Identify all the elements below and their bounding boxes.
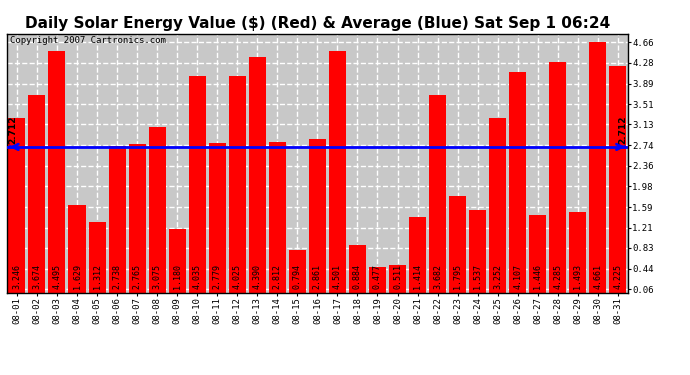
Bar	[289, 250, 306, 292]
Text: 2.861: 2.861	[313, 264, 322, 289]
Text: 4.225: 4.225	[613, 264, 622, 289]
Text: 2.779: 2.779	[213, 264, 221, 289]
Text: 2.738: 2.738	[112, 264, 121, 289]
Text: 1.537: 1.537	[473, 264, 482, 289]
Bar	[68, 205, 86, 292]
Text: 0.511: 0.511	[393, 264, 402, 289]
Text: 1.312: 1.312	[92, 264, 101, 289]
Text: 4.501: 4.501	[333, 264, 342, 289]
Text: 0.794: 0.794	[293, 264, 302, 289]
Text: 4.025: 4.025	[233, 264, 241, 289]
Text: 1.414: 1.414	[413, 264, 422, 289]
Bar	[409, 217, 426, 292]
Bar	[148, 128, 166, 292]
Text: 1.629: 1.629	[72, 264, 81, 289]
Bar	[269, 141, 286, 292]
Bar	[569, 212, 586, 292]
Text: 3.682: 3.682	[433, 264, 442, 289]
Text: 2.765: 2.765	[132, 264, 141, 289]
Text: 4.495: 4.495	[52, 264, 61, 289]
Text: 2.712: 2.712	[618, 115, 627, 144]
Bar	[429, 95, 446, 292]
Bar	[208, 143, 226, 292]
Bar	[48, 51, 66, 292]
Bar	[549, 63, 566, 292]
Bar	[229, 76, 246, 292]
Text: 4.285: 4.285	[553, 264, 562, 289]
Bar	[309, 139, 326, 292]
Text: 4.107: 4.107	[513, 264, 522, 289]
Text: 2.812: 2.812	[273, 264, 282, 289]
Text: 3.246: 3.246	[12, 264, 21, 289]
Bar	[128, 144, 146, 292]
Bar	[168, 229, 186, 292]
Bar	[28, 95, 46, 292]
Text: 4.390: 4.390	[253, 264, 262, 289]
Bar	[449, 196, 466, 292]
Text: 1.446: 1.446	[533, 264, 542, 289]
Text: 0.884: 0.884	[353, 264, 362, 289]
Bar	[8, 118, 26, 292]
Text: 0.477: 0.477	[373, 264, 382, 289]
Text: 1.180: 1.180	[172, 264, 181, 289]
Text: 1.795: 1.795	[453, 264, 462, 289]
Bar	[329, 51, 346, 292]
Bar	[529, 215, 546, 292]
Text: 4.661: 4.661	[593, 264, 602, 289]
Text: 4.035: 4.035	[193, 264, 201, 289]
Text: 3.674: 3.674	[32, 264, 41, 289]
Bar	[389, 265, 406, 292]
Bar	[188, 76, 206, 292]
Bar	[509, 72, 526, 292]
Bar	[88, 222, 106, 292]
Bar	[369, 267, 386, 292]
Text: 3.252: 3.252	[493, 264, 502, 289]
Bar	[589, 42, 607, 292]
Bar	[489, 118, 506, 292]
Bar	[609, 66, 627, 292]
Bar	[108, 146, 126, 292]
Text: 3.075: 3.075	[152, 264, 161, 289]
Text: 1.493: 1.493	[573, 264, 582, 289]
Text: 2.712: 2.712	[8, 115, 17, 144]
Title: Daily Solar Energy Value ($) (Red) & Average (Blue) Sat Sep 1 06:24: Daily Solar Energy Value ($) (Red) & Ave…	[25, 16, 610, 31]
Text: Copyright 2007 Cartronics.com: Copyright 2007 Cartronics.com	[10, 36, 166, 45]
Bar	[349, 245, 366, 292]
Bar	[249, 57, 266, 292]
Bar	[469, 210, 486, 292]
